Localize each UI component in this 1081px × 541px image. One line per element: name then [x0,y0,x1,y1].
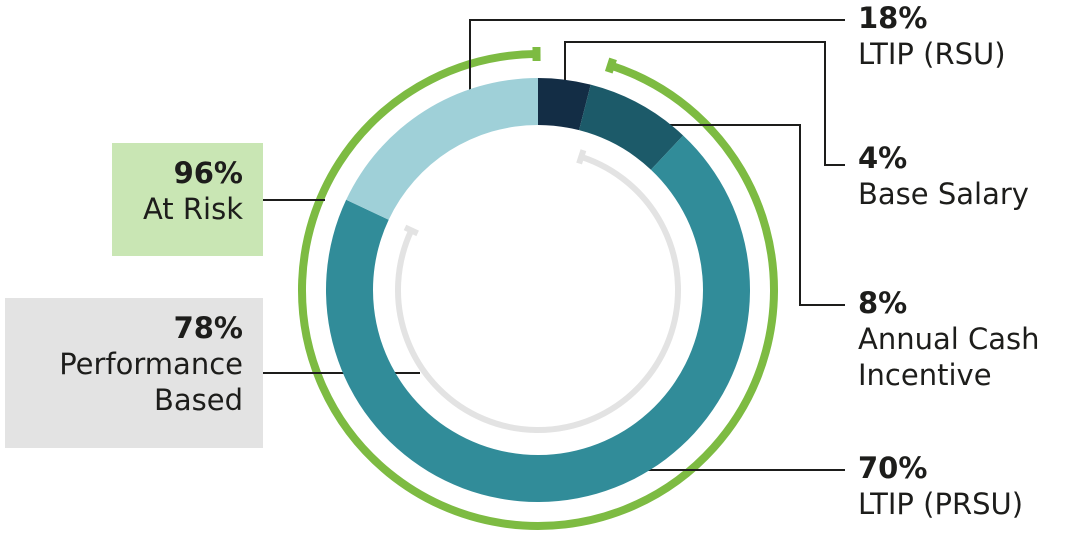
segment-name: Annual Cash Incentive [858,322,1040,392]
leader-line [564,41,845,166]
donut-segment [579,84,684,170]
donut-segment [325,135,750,503]
leader-line [469,19,845,103]
group-box: 96% At Risk [112,143,263,256]
group-box: 78% Performance Based [5,298,263,448]
group-name: At Risk [142,192,243,226]
segment-name: Base Salary [858,177,1029,211]
group-value: 78% [173,311,243,345]
arc-cap [604,57,617,74]
leader-line [640,124,845,306]
segment-label: 18% LTIP (RSU) [858,0,1080,72]
group-name: Performance Based [59,347,243,417]
group-value: 96% [173,156,243,190]
segment-label: 8% Annual Cash Incentive [858,285,1080,393]
segment-label: 70% LTIP (PRSU) [858,450,1080,522]
segment-value: 4% [858,141,908,175]
donut-segment [538,78,591,131]
segment-value: 70% [858,451,928,485]
leader-lines [263,19,845,471]
group-arc [298,50,778,530]
segment-value: 8% [858,286,908,320]
arc-cap [576,149,587,165]
segment-value: 18% [858,1,928,35]
segment-name: LTIP (PRSU) [858,487,1024,521]
segment-name: LTIP (RSU) [858,37,1006,71]
group-arc [395,154,681,433]
donut-segment [346,77,538,220]
segment-label: 4% Base Salary [858,140,1080,212]
